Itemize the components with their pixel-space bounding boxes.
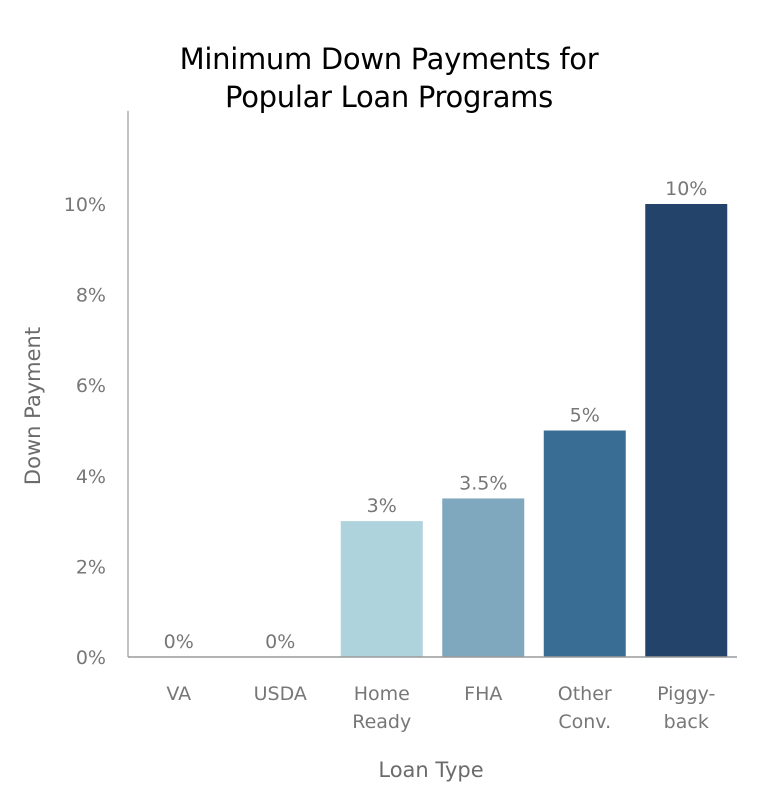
y-tick-label: 6% — [76, 375, 106, 397]
x-tick-label: back — [664, 711, 709, 733]
data-label: 0% — [265, 631, 295, 653]
bar — [442, 498, 525, 657]
x-tick-label: Ready — [352, 711, 411, 733]
data-label: 3.5% — [459, 472, 507, 494]
chart-title: Minimum Down Payments for Popular Loan P… — [0, 40, 778, 116]
y-tick-label: 0% — [76, 647, 106, 669]
chart-title-line-1: Minimum Down Payments for — [179, 42, 599, 76]
data-label: 3% — [367, 495, 397, 517]
x-tick-label: Piggy- — [657, 683, 715, 705]
data-label: 10% — [665, 178, 707, 200]
x-axis-label: Loan Type — [378, 758, 483, 782]
x-tick-label: USDA — [254, 683, 307, 705]
y-tick-label: 4% — [76, 466, 106, 488]
x-axis: VA USDA Home Ready FHA Other Conv. Piggy-back — [128, 656, 737, 733]
bars — [340, 204, 728, 657]
y-axis: 0% 2% 4% 6% 8% 10% — [64, 110, 129, 669]
x-tick-label: FHA — [464, 683, 502, 705]
bar — [340, 521, 423, 657]
x-tick-label: Home — [354, 683, 410, 705]
data-label: 5% — [570, 405, 600, 427]
data-label: 0% — [164, 631, 194, 653]
x-tick-label: Other — [558, 683, 612, 705]
chart-title-line-2: Popular Loan Programs — [225, 80, 553, 114]
y-tick-label: 8% — [76, 285, 106, 307]
x-tick-label: VA — [166, 683, 191, 705]
x-tick-label: Conv. — [558, 711, 611, 733]
bar — [645, 204, 728, 657]
data-labels: 0% 0% 3% 3.5% 5% 10% — [164, 178, 708, 653]
y-tick-label: 2% — [76, 556, 106, 578]
y-axis-label: Down Payment — [21, 327, 45, 485]
bar — [543, 430, 626, 657]
y-tick-label: 10% — [64, 194, 106, 216]
